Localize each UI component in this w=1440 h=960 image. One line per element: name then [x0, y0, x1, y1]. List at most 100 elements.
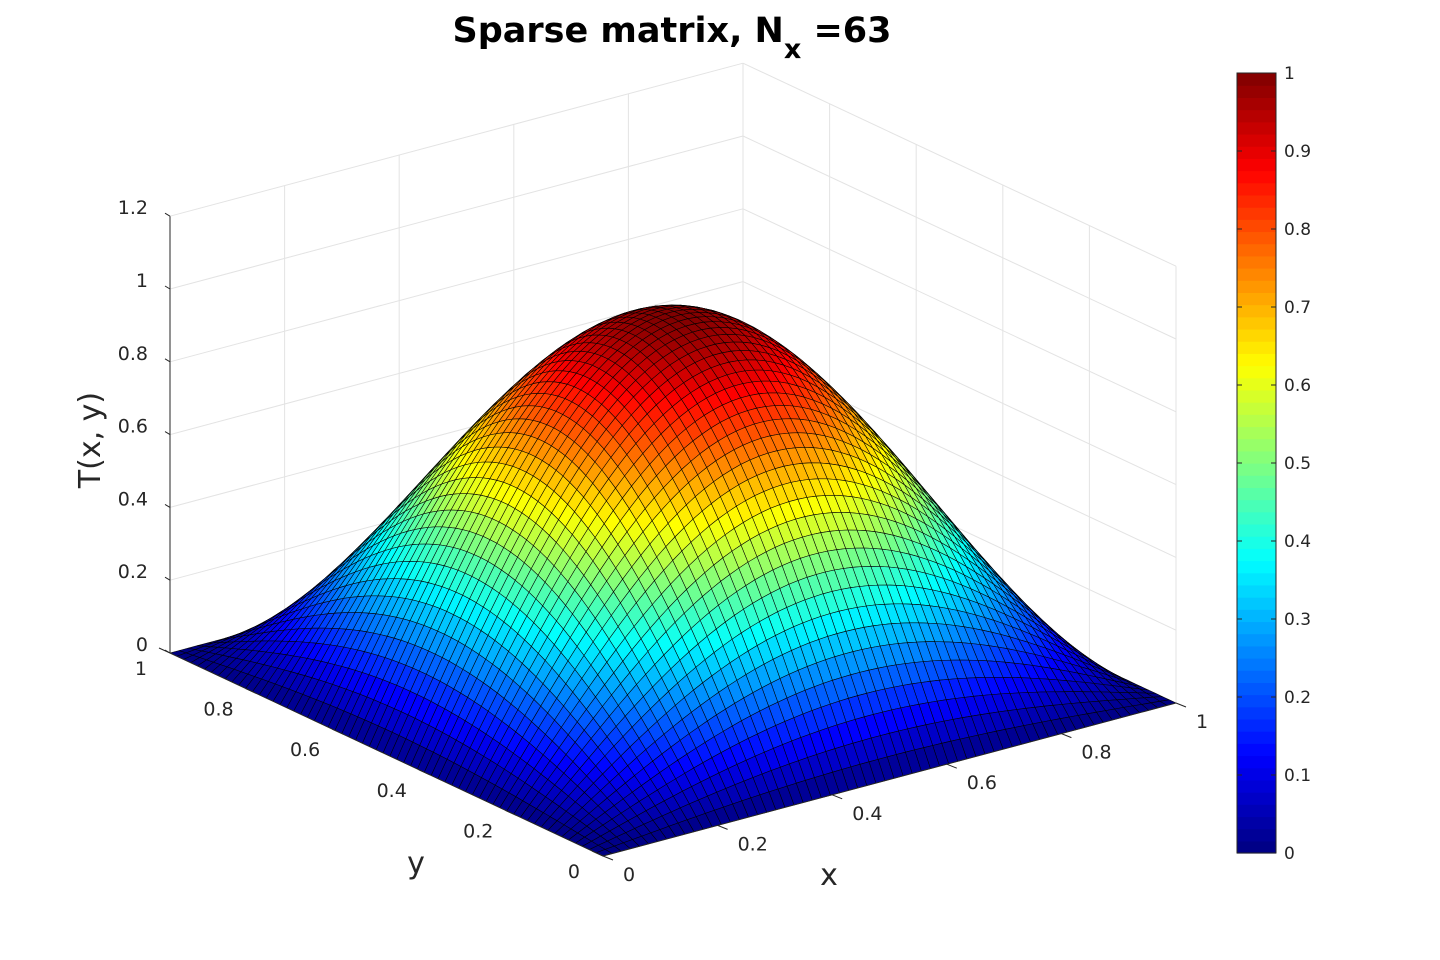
- colorbar-band: [1237, 804, 1276, 818]
- colorbar-band: [1237, 584, 1276, 598]
- x-tick-label: 1: [1196, 711, 1208, 733]
- colorbar-band: [1237, 755, 1276, 769]
- y-tick-label: 1: [135, 658, 147, 680]
- colorbar-band: [1237, 268, 1276, 281]
- colorbar-band: [1237, 255, 1276, 269]
- colorbar-band: [1237, 840, 1276, 854]
- x-tick-mark: [1175, 702, 1187, 708]
- x-tick-mark: [602, 855, 614, 861]
- colorbar-band: [1237, 280, 1276, 293]
- colorbar-band: [1237, 670, 1276, 683]
- z-tick-label: 0.2: [118, 561, 148, 583]
- colorbar-band: [1237, 463, 1276, 476]
- z-tick-mark: [164, 576, 171, 581]
- colorbar-tick-label: 0.9: [1284, 142, 1311, 162]
- y-axis-label: y: [407, 846, 425, 881]
- z-tick-mark: [164, 358, 171, 363]
- y-tick-label: 0.6: [290, 739, 320, 761]
- colorbar-tick-label: 0.2: [1284, 688, 1311, 708]
- colorbar-gradient: [1237, 73, 1276, 854]
- colorbar-band: [1237, 828, 1276, 842]
- colorbar-tick-label: 0.1: [1284, 766, 1311, 786]
- colorbar-band: [1237, 682, 1276, 696]
- y-tick-label: 0.8: [203, 699, 233, 721]
- surface-mesh: [169, 304, 1177, 857]
- colorbar-band: [1237, 536, 1276, 549]
- z-tick-label: 0.6: [118, 416, 148, 438]
- colorbar-band: [1237, 548, 1276, 562]
- colorbar-band: [1237, 731, 1276, 744]
- colorbar-band: [1237, 109, 1276, 123]
- chart-title: Sparse matrix, Nx =63: [453, 11, 892, 65]
- colorbar-band: [1237, 816, 1276, 830]
- colorbar-band: [1237, 243, 1276, 257]
- z-tick-label: 1: [136, 270, 148, 292]
- colorbar-band: [1237, 767, 1276, 781]
- colorbar-tick-label: 1: [1284, 64, 1295, 84]
- colorbar-band: [1237, 341, 1276, 354]
- colorbar-band: [1237, 389, 1276, 403]
- z-back-gridline: [169, 208, 744, 363]
- y-tick-label: 0: [568, 861, 580, 883]
- colorbar-band: [1237, 792, 1276, 805]
- colorbar-band: [1237, 645, 1276, 659]
- colorbar-tick-label: 0.8: [1284, 220, 1311, 240]
- colorbar-band: [1237, 182, 1276, 196]
- y-tick-label: 0.4: [377, 780, 407, 802]
- x-tick-label: 0.2: [738, 833, 768, 855]
- x-tick-mark: [946, 763, 957, 769]
- colorbar: 0 0.1 0.2 0.3 0.4 0.5 0.6 0.7 0.8 0.9 1: [1236, 64, 1311, 864]
- z-tick-label: 0.4: [118, 488, 148, 510]
- colorbar-band: [1237, 694, 1276, 708]
- colorbar-band: [1237, 597, 1276, 610]
- colorbar-tick-label: 0.4: [1284, 532, 1311, 552]
- colorbar-band: [1237, 706, 1276, 720]
- colorbar-band: [1237, 511, 1276, 525]
- colorbar-band: [1237, 523, 1276, 537]
- colorbar-tick-label: 0.5: [1284, 454, 1311, 474]
- colorbar-band: [1237, 292, 1276, 306]
- colorbar-tick-label: 0.3: [1284, 610, 1311, 630]
- colorbar-band: [1237, 121, 1276, 135]
- colorbar-band: [1237, 633, 1276, 647]
- colorbar-band: [1237, 560, 1276, 574]
- colorbar-band: [1237, 572, 1276, 586]
- z-back-gridline: [169, 135, 744, 290]
- colorbar-band: [1237, 97, 1276, 111]
- colorbar-band: [1237, 414, 1276, 428]
- z-back-gridline: [169, 62, 744, 217]
- colorbar-band: [1237, 621, 1276, 635]
- x-tick-mark: [832, 794, 843, 800]
- colorbar-band: [1237, 779, 1276, 793]
- chart-title-suffix: =63: [801, 11, 891, 51]
- z-tick-label: 0: [136, 634, 148, 656]
- x-axis-label: x: [820, 858, 838, 893]
- colorbar-band: [1237, 718, 1276, 732]
- colorbar-band: [1237, 170, 1276, 184]
- colorbar-band: [1237, 231, 1276, 245]
- colorbar-band: [1237, 402, 1276, 415]
- x-tick-mark: [717, 824, 728, 830]
- x-tick-label: 0.6: [967, 772, 997, 794]
- x-tick-mark: [1061, 733, 1072, 739]
- z-tick-mark: [164, 503, 171, 508]
- colorbar-band: [1237, 316, 1276, 330]
- colorbar-band: [1237, 426, 1276, 440]
- colorbar-band: [1237, 377, 1276, 391]
- colorbar-band: [1237, 328, 1276, 342]
- z-side-gridline: [742, 281, 1177, 486]
- z-side-gridline: [742, 208, 1177, 413]
- colorbar-band: [1237, 743, 1276, 757]
- colorbar-band: [1237, 194, 1276, 208]
- x-tick-label: 0: [623, 864, 635, 886]
- z-tick-mark: [164, 212, 171, 217]
- colorbar-band: [1237, 146, 1276, 159]
- colorbar-band: [1237, 658, 1276, 671]
- z-side-gridline: [742, 62, 1177, 267]
- colorbar-band: [1237, 450, 1276, 464]
- colorbar-band: [1237, 499, 1276, 513]
- z-axis-ticks: 0 0.2 0.4 0.6 0.8 1 1.2: [118, 197, 171, 656]
- colorbar-band: [1237, 353, 1276, 367]
- colorbar-tick-label: 0.6: [1284, 376, 1311, 396]
